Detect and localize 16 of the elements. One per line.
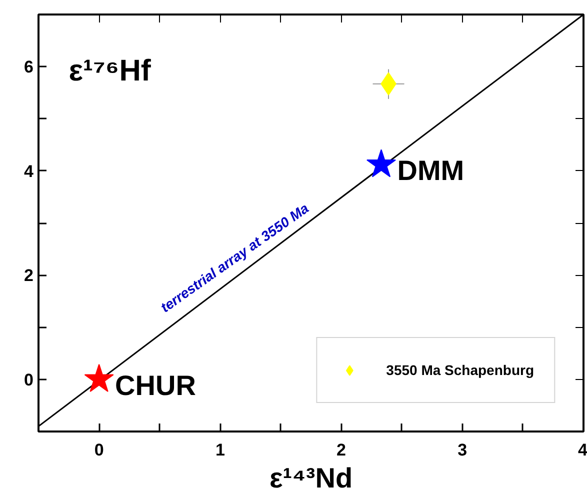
- x-tick-label: 4: [578, 440, 587, 460]
- annotation: CHUR: [115, 370, 196, 401]
- y-axis-title: ε¹⁷⁶Hf: [68, 54, 152, 88]
- y-tick-label: 0: [24, 370, 34, 390]
- x-tick-label: 2: [336, 440, 346, 460]
- legend-label: 3550 Ma Schapenburg: [386, 362, 534, 378]
- annotation: DMM: [397, 155, 464, 186]
- x-tick-label: 0: [94, 440, 104, 460]
- y-tick-label: 6: [24, 58, 34, 77]
- point: [366, 149, 396, 178]
- x-tick-label: 3: [458, 440, 468, 460]
- y-tick-label: 4: [24, 162, 34, 181]
- x-tick-label: 1: [215, 440, 225, 460]
- y-tick-label: 2: [24, 266, 34, 286]
- x-axis-title: ε¹⁴³Nd: [269, 462, 353, 494]
- point: [84, 364, 114, 392]
